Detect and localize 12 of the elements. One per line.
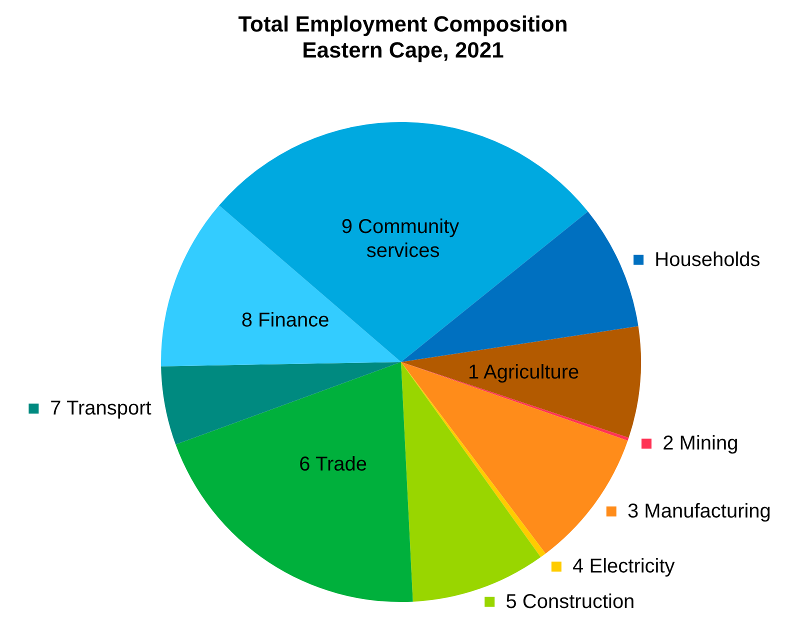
slice-label: 1 Agriculture bbox=[468, 362, 580, 384]
slice-label: 6 Trade bbox=[299, 454, 367, 476]
slice-label: 9 Community services bbox=[341, 216, 465, 262]
legend-label: 2 Mining bbox=[652, 432, 738, 455]
legend-label: 3 Manufacturing bbox=[616, 500, 771, 522]
slice-label: 8 Finance bbox=[241, 309, 330, 332]
chart-title: Total Employment Composition bbox=[238, 12, 568, 36]
chart-subtitle: Eastern Cape, 2021 bbox=[302, 38, 504, 62]
legend-label: 4 Electricity bbox=[561, 556, 675, 578]
legend-label: 5 Construction bbox=[494, 590, 635, 613]
legend-label: Households bbox=[644, 248, 760, 271]
legend-label: 7 Transport bbox=[39, 398, 152, 420]
